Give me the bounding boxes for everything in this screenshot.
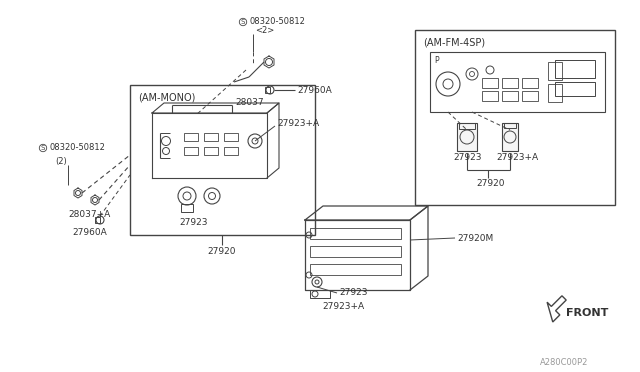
Bar — [482, 91, 498, 101]
Bar — [184, 147, 198, 155]
Text: 08320-50812: 08320-50812 — [249, 17, 305, 26]
Bar — [184, 133, 198, 141]
Bar — [224, 133, 238, 141]
Bar — [502, 91, 518, 101]
Text: <2>: <2> — [255, 26, 275, 35]
Bar — [310, 264, 401, 275]
Text: FRONT: FRONT — [566, 308, 609, 318]
Bar — [502, 78, 518, 88]
Text: (AM-FM-4SP): (AM-FM-4SP) — [423, 37, 485, 47]
Text: S: S — [241, 19, 245, 25]
Text: 27923+A: 27923+A — [277, 119, 319, 128]
Bar — [310, 246, 401, 257]
Bar — [459, 123, 475, 129]
Text: 27923: 27923 — [453, 153, 481, 162]
Text: A280C00P2: A280C00P2 — [540, 358, 588, 367]
Text: 27923+A: 27923+A — [322, 302, 364, 311]
Text: S: S — [41, 145, 45, 151]
Text: (2): (2) — [55, 157, 67, 166]
Bar — [204, 133, 218, 141]
Bar — [502, 123, 518, 151]
Text: P: P — [434, 56, 438, 65]
Bar — [95, 217, 100, 223]
Bar — [504, 123, 516, 128]
Text: 08320-50812: 08320-50812 — [49, 143, 105, 152]
Bar — [522, 91, 538, 101]
Text: 27960A: 27960A — [72, 228, 107, 237]
Bar — [310, 290, 330, 298]
Bar — [430, 52, 605, 112]
Text: 27923: 27923 — [179, 218, 207, 227]
Bar — [181, 204, 193, 212]
Bar — [457, 123, 477, 151]
Text: 28037+A: 28037+A — [68, 210, 110, 219]
Bar — [555, 60, 595, 78]
Bar — [265, 87, 270, 93]
Text: 27960A: 27960A — [297, 86, 332, 95]
Bar — [548, 84, 562, 102]
Bar — [548, 62, 562, 80]
Text: 27920M: 27920M — [457, 234, 493, 243]
Bar — [555, 82, 595, 96]
Bar — [130, 85, 315, 235]
Bar — [224, 147, 238, 155]
Bar — [522, 78, 538, 88]
Text: 27920: 27920 — [207, 247, 236, 256]
Text: 27923+A: 27923+A — [496, 153, 538, 162]
Bar — [482, 78, 498, 88]
Bar — [310, 228, 401, 239]
Text: 27923: 27923 — [339, 288, 367, 297]
Text: 27920: 27920 — [476, 179, 504, 188]
Text: (AM-MONO): (AM-MONO) — [138, 92, 195, 102]
Bar — [415, 30, 615, 205]
Bar — [204, 147, 218, 155]
Text: 28037: 28037 — [235, 98, 264, 107]
